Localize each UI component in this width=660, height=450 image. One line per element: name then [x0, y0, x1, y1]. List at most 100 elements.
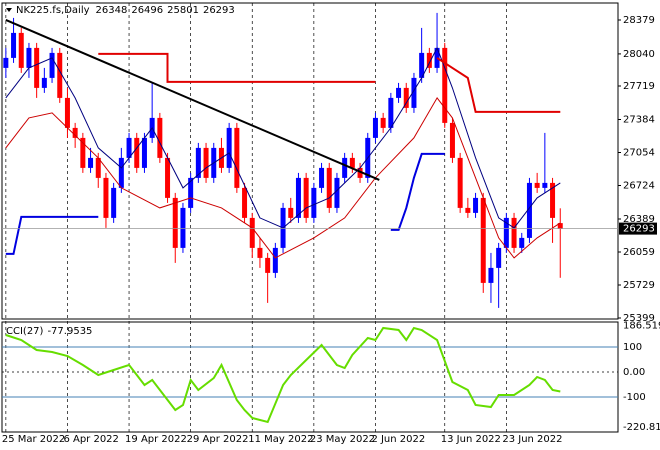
candle-body — [11, 32, 17, 58]
candle-body — [396, 87, 402, 98]
candle-body — [465, 207, 471, 213]
y-tick-label: 27054 — [623, 148, 655, 159]
indicator-label: CCI(27) — [6, 326, 44, 337]
candle-body — [372, 117, 378, 138]
x-tick-label: 23 May 2022 — [310, 434, 375, 445]
candle-body — [141, 137, 147, 168]
high: 26496 — [131, 5, 163, 16]
candle-body — [519, 237, 525, 248]
candle-body — [319, 167, 325, 188]
candle-body — [172, 197, 178, 248]
x-tick-label: 19 Apr 2022 — [125, 434, 187, 445]
low: 25801 — [167, 5, 199, 16]
candle-body — [426, 52, 432, 68]
candle-body — [449, 122, 455, 158]
close: 26293 — [203, 5, 235, 16]
candle-body — [542, 182, 548, 188]
candle-body — [411, 77, 417, 108]
indicator-panel — [1, 321, 619, 433]
candle-body — [88, 157, 94, 168]
candle-body — [242, 187, 248, 218]
candle-body — [349, 157, 355, 168]
price-panel — [1, 2, 619, 320]
candle-body — [473, 197, 479, 213]
indicator-header: CCI(27) -77.9535 — [6, 326, 92, 337]
indicator-tick-label: 0.00 — [623, 367, 645, 378]
indicator-tick-label: 100 — [623, 342, 642, 353]
indicator-tick-label: 186.5196 — [623, 320, 660, 331]
candle-body — [195, 147, 201, 178]
candle-body — [334, 177, 340, 208]
candle-body — [64, 97, 70, 128]
indicator-value: -77.9535 — [47, 326, 92, 337]
overlay-line — [5, 46, 561, 229]
candle-body — [434, 47, 440, 68]
y-tick-label: 28379 — [623, 15, 655, 26]
candle-body — [188, 177, 194, 208]
overlay-line — [5, 97, 561, 259]
candle-body — [534, 182, 540, 188]
y-tick-label: 25729 — [623, 280, 655, 291]
x-tick-label: 25 Mar 2022 — [2, 434, 65, 445]
candle-body — [165, 157, 171, 198]
y-tick-label: 26724 — [623, 181, 655, 192]
x-tick-label: 2 Jun 2022 — [371, 434, 425, 445]
indicator-tick-label: -220.811 — [623, 422, 660, 433]
candle-body — [103, 177, 109, 218]
candle-body — [511, 217, 517, 248]
candle-body — [326, 167, 332, 208]
candle-body — [357, 167, 363, 178]
indicator-tick-label: -100 — [623, 392, 646, 403]
candle-body — [249, 217, 255, 248]
candle-body — [41, 77, 47, 88]
candle-body — [380, 117, 386, 128]
x-tick-label: 11 May 2022 — [248, 434, 313, 445]
candle-body — [457, 157, 463, 208]
symbol: NK225.fs,Daily — [16, 5, 90, 16]
candle-body — [550, 182, 556, 218]
candle-body — [80, 137, 86, 168]
y-tick-label: 25399 — [623, 313, 655, 324]
candle-body — [480, 197, 486, 283]
candle-body — [303, 177, 309, 218]
candle-body — [488, 267, 494, 283]
overlay-line — [5, 18, 380, 181]
candle-body — [265, 257, 271, 273]
candle-body — [496, 247, 502, 268]
candle-body — [134, 137, 140, 168]
candle-body — [18, 32, 24, 68]
candle-body — [26, 47, 32, 68]
candle-body — [442, 47, 448, 123]
open: 26348 — [96, 5, 128, 16]
candle-body — [3, 57, 9, 68]
candle-body — [403, 87, 409, 108]
candle-body — [180, 207, 186, 248]
y-tick-label: 27719 — [623, 81, 655, 92]
candle-body — [34, 47, 40, 88]
y-tick-label: 28040 — [623, 49, 655, 60]
candle-body — [157, 117, 163, 158]
x-tick-label: 6 Apr 2022 — [63, 434, 118, 445]
candle-body — [388, 97, 394, 128]
candle-body — [295, 177, 301, 218]
overlay-line — [5, 152, 445, 255]
candle-body — [49, 52, 55, 78]
candle-body — [503, 217, 509, 248]
candle-body — [126, 137, 132, 158]
candle-body — [288, 207, 294, 218]
candle-body — [118, 157, 124, 188]
last-price-label: 26293 — [623, 224, 655, 235]
candle-body — [557, 223, 563, 229]
candle-body — [203, 147, 209, 178]
candle-body — [57, 52, 63, 98]
candle-body — [257, 247, 263, 258]
collapse-icon — [6, 8, 12, 12]
candle-body — [311, 187, 317, 218]
candle-body — [342, 157, 348, 178]
chart-header: NK225.fs,Daily 26348 26496 25801 26293 — [16, 5, 235, 16]
candle-body — [72, 127, 78, 138]
x-tick-label: 29 Apr 2022 — [187, 434, 249, 445]
candle-body — [234, 127, 240, 188]
indicator-line — [5, 326, 561, 424]
overlay-line — [98, 52, 561, 113]
